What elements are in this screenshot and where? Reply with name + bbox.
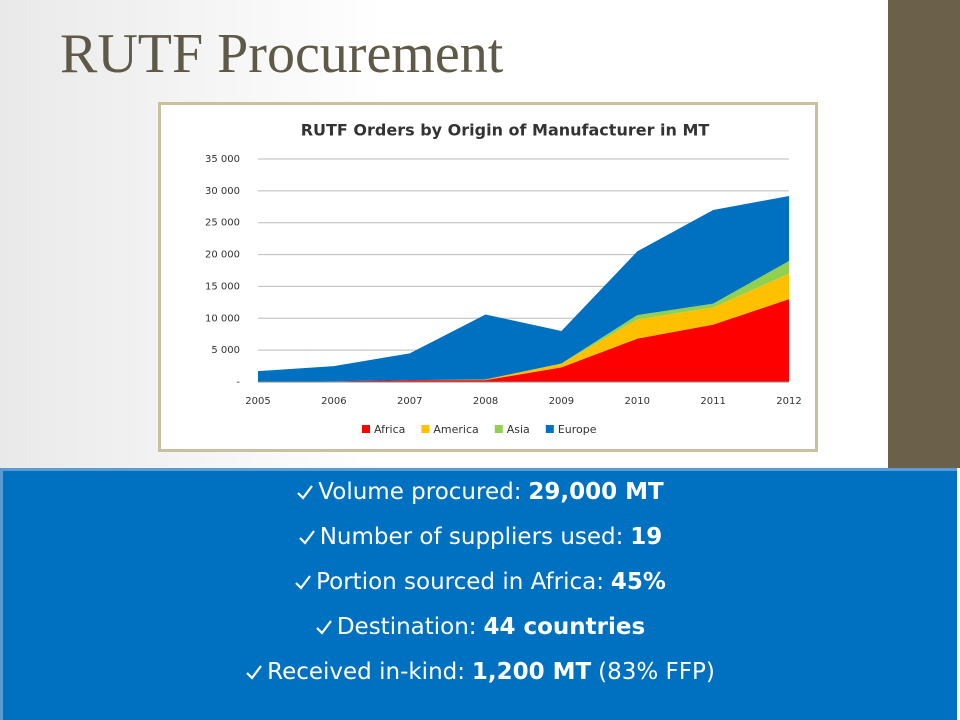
legend-swatch: [421, 425, 430, 433]
chart-title: RUTF Orders by Origin of Manufacturer in…: [301, 121, 710, 140]
bullet-suffix: (83% FFP): [598, 659, 715, 685]
check-icon: [295, 575, 311, 590]
x-tick-label: 2009: [549, 396, 574, 407]
legend-label: Europe: [558, 423, 597, 436]
check-icon: [246, 665, 263, 680]
x-tick-label: 2005: [245, 396, 270, 407]
bullet: Volume procured: 29,000 MT: [3, 479, 957, 505]
x-tick-label: 2007: [397, 396, 422, 407]
y-tick-label: 30 000: [205, 186, 240, 197]
y-tick-label: -: [236, 377, 240, 388]
x-tick-label: 2012: [776, 396, 801, 407]
y-tick-label: 25 000: [205, 218, 240, 229]
bullet-label: Volume procured:: [318, 479, 522, 505]
slide-title: RUTF Procurement: [60, 23, 504, 85]
area: [258, 195, 789, 382]
area: [258, 299, 789, 382]
y-tick-label: 5 000: [211, 345, 240, 356]
bullet-value: 1,200 MT: [471, 659, 592, 685]
legend-swatch: [545, 425, 554, 433]
x-tick-label: 2011: [700, 396, 725, 407]
bullet-box: Volume procured: 29,000 MT Number of suppl…: [0, 468, 957, 720]
y-tick-label: 20 000: [205, 250, 240, 261]
y-tick-label: 10 000: [205, 313, 240, 324]
bullet: Portion sourced in Africa: 45%: [3, 569, 957, 595]
bullet-label: Destination:: [336, 614, 477, 640]
check-icon: [297, 485, 314, 500]
legend-swatch: [362, 425, 370, 433]
area: [258, 273, 789, 382]
side-strip: [888, 0, 960, 468]
bullet-label: Number of suppliers used:: [319, 524, 624, 550]
check-icon: [298, 530, 315, 545]
x-tick-label: 2006: [321, 396, 346, 407]
legend-swatch: [494, 425, 503, 433]
bullet-label: Received in-kind:: [267, 659, 465, 685]
bullet-value: 45%: [610, 569, 666, 595]
chart-frame: RUTF Orders by Origin of Manufacturer in…: [158, 102, 818, 452]
bullet: Received in-kind: 1,200 MT (83% FFP): [3, 659, 957, 685]
y-tick-label: 15 000: [205, 281, 240, 292]
bullet-label: Portion sourced in Africa:: [316, 569, 604, 595]
legend-label: Africa: [374, 423, 405, 436]
x-tick-label: 2008: [473, 396, 498, 407]
bullet-value: 19: [630, 524, 663, 550]
check-icon: [316, 620, 332, 635]
bullet-value: 29,000 MT: [528, 479, 664, 505]
x-tick-label: 2010: [625, 396, 650, 407]
chart: RUTF Orders by Origin of Manufacturer in…: [205, 121, 802, 437]
y-tick-label: 35 000: [205, 154, 240, 165]
bullet: Number of suppliers used: 19: [3, 524, 957, 550]
legend-label: America: [433, 423, 478, 436]
legend-label: Asia: [507, 423, 530, 436]
bullet: Destination: 44 countries: [3, 614, 957, 640]
bullet-value: 44 countries: [483, 614, 646, 640]
